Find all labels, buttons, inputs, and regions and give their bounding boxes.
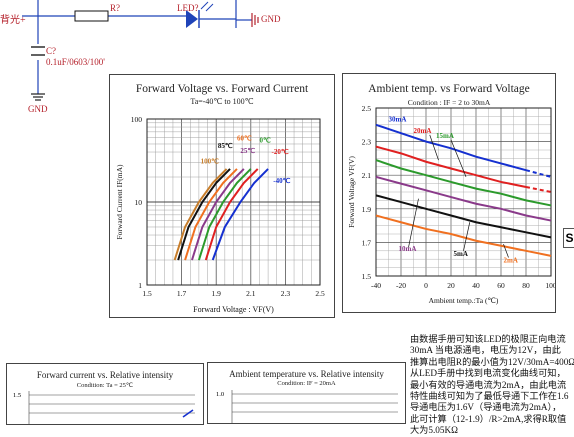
chart2-series-tail [525, 249, 552, 257]
chart4-ytick: 1.0 [216, 391, 225, 398]
gnd-label-bottom: GND [28, 104, 48, 114]
ground-symbol-right [251, 13, 259, 27]
chart1-series-label: 25℃ [240, 147, 255, 155]
chart2-xtick-label: 100 [545, 281, 555, 290]
chart4-subtitle: Condition: IF = 20mA [277, 380, 336, 387]
chart1-series-line [191, 168, 245, 261]
chart1-series-label: -40℃ [273, 177, 290, 185]
chart4-title: Ambient temperature vs. Relative intensi… [229, 369, 384, 379]
chart1-series-line [204, 168, 259, 261]
chart1-ytick-label: 10 [135, 198, 143, 207]
chart1-xtick-label: 2.5 [315, 289, 325, 298]
chart2-plot: 2.5 2.3 2.1 1.9 1.7 1.5-40 -20 0 20 40 60 80 100 Ambi… [347, 104, 555, 305]
chart2-series-tail [525, 214, 552, 222]
chart1-series-line [184, 168, 238, 261]
net-label-backlight: 背光+ [0, 15, 26, 26]
chart2-label-leader [463, 222, 471, 251]
chart2-ytick-label: 2.1 [362, 171, 372, 180]
chart1-series-label: 0℃ [259, 137, 271, 145]
resistor-ref: R? [110, 3, 120, 13]
chart1-series-line [173, 168, 228, 261]
chart2-series-label: 10mA [399, 245, 417, 253]
ground-symbol-bottom [31, 93, 45, 101]
chart2-series-label: 20mA [414, 127, 432, 135]
chart-temp-vs-intensity: Ambient temperature vs. Relative intensi… [207, 362, 406, 424]
chart2-xtick-label: 60 [497, 281, 505, 290]
chart1-series-line [197, 168, 252, 261]
chart2-series-line [375, 145, 527, 188]
chart2-series-line [375, 159, 527, 202]
chart1-ytick-label: 100 [131, 115, 143, 124]
chart2-series-line [375, 175, 527, 217]
chart2-series-label: 5mA [454, 250, 468, 258]
chart-ambient-temp-vs-forward-voltage: Ambient temp. vs Forward Voltage Conditi… [342, 73, 556, 313]
chart2-series-tail [525, 199, 552, 207]
chart1-series-line [177, 168, 231, 261]
chart2-label-leader [503, 243, 509, 258]
chart1-ylabel: Forward Current IF(mA) [115, 164, 124, 239]
edge-tab: S [563, 228, 574, 248]
chart2-series-line [375, 214, 527, 252]
chart2-series-extrapolation [525, 185, 552, 193]
chart2-ylabel: Forward Voltage VF(V) [347, 156, 356, 228]
led-ref: LED? [177, 3, 199, 13]
chart1-series-label: 60℃ [237, 135, 252, 143]
chart2-series-label: 15mA [436, 132, 454, 140]
chart1-ytick-label: 1 [138, 281, 142, 290]
chart2-series-line [375, 123, 527, 172]
led-symbol [186, 1, 236, 28]
chart2-label-leader [450, 139, 467, 178]
chart1-plot: 100 10 11.5 1.7 1.9 2.1 2.3 2.5 Forward Voltage … [115, 115, 325, 314]
chart2-series-tail [525, 231, 552, 239]
chart2-frame [375, 107, 552, 277]
cap-ref: C? [46, 46, 56, 56]
chart2-xtick-label: -20 [396, 281, 406, 290]
chart1-title: Forward Voltage vs. Forward Current [135, 83, 309, 95]
explanation-note: 由数据手册可知该LED的极限正向电流 30mA 当电源通电，电压为12V，由此 … [410, 334, 574, 436]
chart1-xtick-label: 1.7 [177, 289, 187, 298]
chart2-ytick-label: 1.9 [362, 205, 372, 214]
chart-forward-voltage-vs-current: Forward Voltage vs. Forward Current Ta=-… [109, 74, 335, 318]
chart2-subtitle: Condition : IF = 2 to 30mA [407, 98, 491, 107]
chart1-xlabel: Forward Voltage : VF(V) [193, 305, 274, 314]
chart3-title: Forward current vs. Relative intensity [36, 370, 174, 380]
chart3-plot [28, 391, 195, 424]
chart1-xtick-label: 2.1 [246, 289, 256, 298]
chart2-xtick-label: -40 [371, 281, 381, 290]
chart1-series-line [211, 168, 269, 261]
resistor-symbol [74, 10, 109, 22]
chart1-series-label: 100℃ [201, 158, 220, 166]
cap-value: 0.1uF/0603/100' [46, 57, 105, 67]
chart1-xtick-label: 1.9 [212, 289, 222, 298]
chart2-series-extrapolation [525, 169, 552, 178]
chart4-plot [231, 390, 398, 423]
chart2-series-label: 2mA [504, 257, 518, 265]
chart1-xtick-label: 1.5 [142, 289, 152, 298]
chart2-xtick-label: 20 [447, 281, 455, 290]
chart2-series-label: 30mA [389, 115, 407, 123]
gnd-label-right: GND [261, 14, 281, 24]
chart2-ytick-label: 2.3 [362, 138, 372, 147]
chart2-label-leader [408, 198, 419, 248]
chart2-xlabel: Ambient temp.:Ta (℃) [429, 296, 499, 305]
chart2-ytick-label: 2.5 [362, 104, 372, 113]
chart2-label-leader [429, 134, 439, 161]
chart1-series-label: 85℃ [218, 142, 233, 150]
schematic-diagram [22, 0, 259, 101]
chart2-xtick-label: 0 [424, 281, 428, 290]
chart3-subtitle: Condition: Ta = 25℃ [76, 382, 134, 389]
chart1-xtick-label: 2.3 [281, 289, 291, 298]
chart2-ytick-label: 1.7 [362, 238, 372, 247]
chart3-ytick: 1.5 [13, 392, 22, 399]
chart2-series-line [375, 194, 527, 234]
chart2-title: Ambient temp. vs Forward Voltage [368, 83, 530, 95]
chart1-frame [146, 118, 321, 286]
chart1-subtitle: Ta=-40℃ to 100℃ [190, 97, 254, 106]
chart1-series-label: -20℃ [272, 148, 289, 156]
chart2-xtick-label: 40 [472, 281, 480, 290]
chart2-ytick-label: 1.5 [362, 272, 372, 281]
chart2-xtick-label: 80 [522, 281, 530, 290]
capacitor-symbol [31, 46, 45, 56]
